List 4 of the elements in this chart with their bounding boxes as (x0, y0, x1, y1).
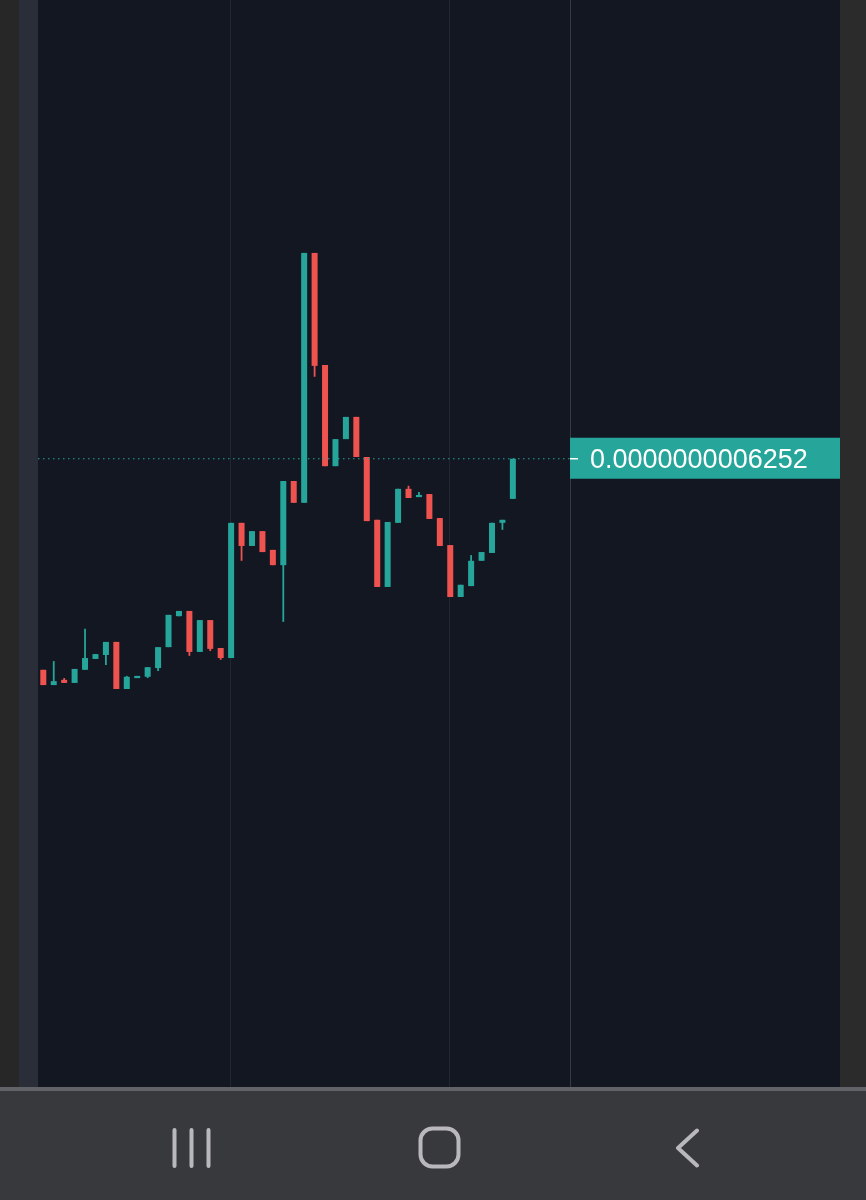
candlestick (155, 646, 162, 673)
text: 0.0000000006252 (590, 443, 808, 474)
candlestick (82, 627, 89, 671)
candlestick (238, 521, 245, 562)
